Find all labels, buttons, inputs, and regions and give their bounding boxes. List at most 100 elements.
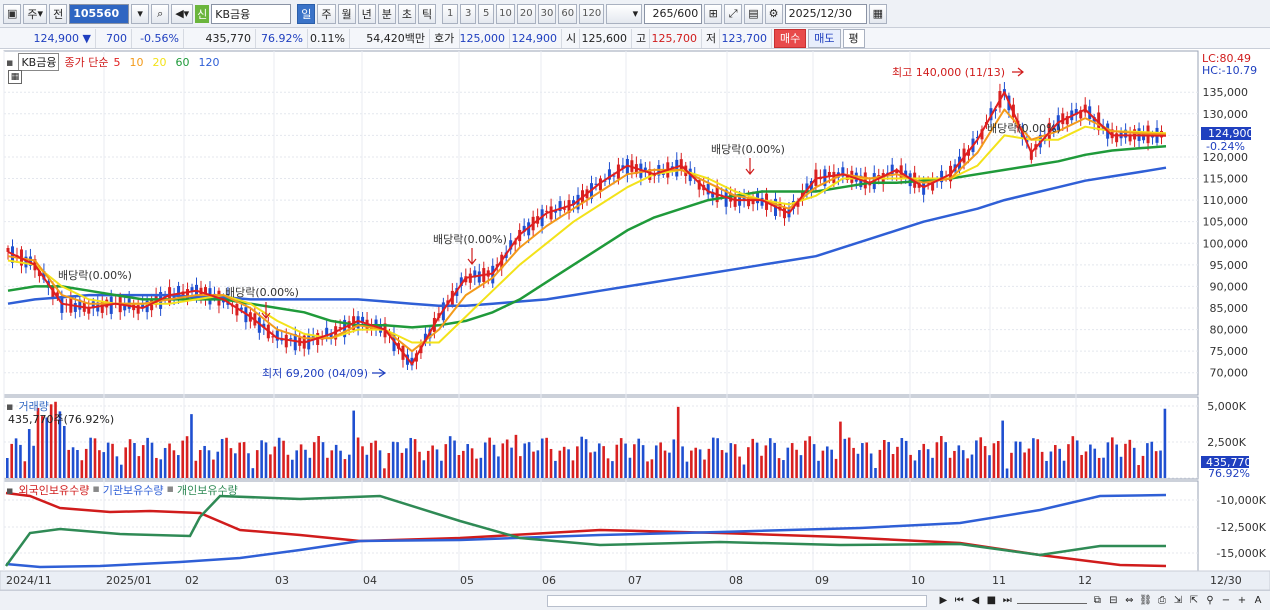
candle-body xyxy=(329,332,333,338)
volume-bar xyxy=(558,450,562,478)
volume-bar xyxy=(431,445,434,478)
volume-bar xyxy=(896,446,899,478)
link-icon[interactable]: ⛓ xyxy=(1139,595,1152,606)
first-icon[interactable]: ⏮ xyxy=(954,595,964,606)
zoom-out-icon[interactable]: − xyxy=(1221,595,1231,606)
period-tab-6[interactable]: 틱 xyxy=(418,3,437,24)
legend-ma-20[interactable]: 20 xyxy=(152,55,167,69)
volume-bar xyxy=(207,450,211,478)
grid-tool-icon[interactable]: ⊞ xyxy=(704,3,723,24)
back-icon[interactable]: ◀ xyxy=(971,595,980,606)
volume-bar xyxy=(887,442,890,478)
volume-bar xyxy=(238,442,241,478)
period-tab-3[interactable]: 년 xyxy=(357,3,376,24)
forward-icon[interactable]: ⏭ xyxy=(1002,595,1012,606)
ma-line-10 xyxy=(7,108,1167,353)
period-tab-5[interactable]: 초 xyxy=(397,3,417,24)
volume-bar xyxy=(369,442,373,478)
legend-ma-10[interactable]: 10 xyxy=(129,55,144,69)
speaker-icon[interactable]: ◀▾ xyxy=(171,3,194,24)
hoga-label: 호가 xyxy=(434,32,455,45)
volume-bar xyxy=(124,447,127,478)
interval-tab-5[interactable]: 5 xyxy=(478,3,495,24)
volume-bar xyxy=(295,450,299,478)
legend-holding-2[interactable]: 개인보유수량 xyxy=(176,484,238,497)
chart-type-icon[interactable]: ▣ xyxy=(3,3,22,24)
legend-holding-1[interactable]: 기관보유수량 xyxy=(102,484,164,497)
period-tab-0[interactable]: 일 xyxy=(297,3,316,24)
holdings-tick-label: -15,000K xyxy=(1216,547,1266,560)
candle-body xyxy=(598,178,602,191)
search-icon[interactable]: ⌕ xyxy=(151,3,170,24)
shrink-icon[interactable]: ⇲ xyxy=(1173,595,1183,606)
period-tab-4[interactable]: 분 xyxy=(377,3,396,24)
volume-bar xyxy=(1023,452,1026,478)
bar-count-field[interactable]: 265/600 xyxy=(644,3,703,24)
interval-tab-3[interactable]: 3 xyxy=(460,3,477,24)
period-tab-2[interactable]: 월 xyxy=(337,3,356,24)
interval-tab-20[interactable]: 20 xyxy=(516,3,536,24)
volume-bar xyxy=(1115,444,1118,478)
dividend-annotation: 배당락(0.00%) xyxy=(711,143,785,156)
chart-area[interactable]: 135,000130,000125,000120,000115,000110,0… xyxy=(0,50,1270,590)
stock-name-field[interactable]: KB금융 xyxy=(211,3,292,24)
buy-button[interactable]: 매수 xyxy=(774,28,807,48)
date-field[interactable]: 2025/12/30 xyxy=(784,3,867,24)
volume-bar xyxy=(247,453,250,478)
legend-ma-60[interactable]: 60 xyxy=(175,55,190,69)
compare-icon[interactable]: ⇔ xyxy=(1125,595,1134,606)
scroll-right-icon[interactable]: ▶ xyxy=(939,595,948,606)
print-icon[interactable]: ⎙ xyxy=(1158,595,1166,606)
price-tick-label: 90,000 xyxy=(1210,280,1249,293)
legend-stock-name[interactable]: KB금융 xyxy=(18,53,60,71)
expand-icon[interactable]: ⇱ xyxy=(1189,595,1199,606)
legend-holding-0[interactable]: 외국인보유수량 xyxy=(18,484,90,497)
stop-icon[interactable]: ■ xyxy=(986,595,997,606)
legend-ma-120[interactable]: 120 xyxy=(198,55,220,69)
chart-scrollbar[interactable] xyxy=(547,594,928,607)
candle-body xyxy=(307,335,311,350)
candle-body xyxy=(603,180,607,182)
eval-button[interactable]: 평 xyxy=(842,28,865,48)
sell-button[interactable]: 매도 xyxy=(808,28,841,48)
period-tab-1[interactable]: 주 xyxy=(317,3,336,24)
candle-body xyxy=(78,299,82,310)
stock-code-input[interactable]: 105560 xyxy=(69,3,130,24)
volume-bar xyxy=(409,437,413,478)
save-icon[interactable]: ▤ xyxy=(744,3,763,24)
zoom-in-icon[interactable]: + xyxy=(1237,595,1247,606)
copy-icon[interactable]: ⧉ xyxy=(1093,595,1101,606)
time-label: 04 xyxy=(363,574,377,587)
interval-tab-120[interactable]: 120 xyxy=(579,3,605,24)
holdings-line-1 xyxy=(5,493,1167,569)
volume-bar xyxy=(6,458,9,478)
zoom-slider[interactable] xyxy=(1017,598,1088,604)
period-select[interactable]: 주 ▾ xyxy=(23,3,48,24)
volume-bar xyxy=(804,440,807,478)
volume-bar xyxy=(453,440,456,478)
volume-bar xyxy=(440,460,443,478)
gear-icon[interactable]: ⚙ xyxy=(764,3,783,24)
volume-bar xyxy=(808,436,812,478)
volume-bar xyxy=(391,441,395,478)
layout-icon[interactable]: ⊟ xyxy=(1109,595,1118,606)
prev-button[interactable]: 전 xyxy=(49,3,68,24)
price-chart[interactable]: 135,000130,000125,000120,000115,000110,0… xyxy=(0,50,1270,590)
volume-bar xyxy=(277,437,281,478)
interval-tab-60[interactable]: 60 xyxy=(558,3,578,24)
font-size-icon[interactable]: A xyxy=(1254,595,1262,606)
interval-tab-1[interactable]: 1 xyxy=(442,3,459,24)
zoom-icon[interactable]: ⚲ xyxy=(1206,595,1214,606)
grid-toggle-icon[interactable]: ▦ xyxy=(8,70,22,84)
volume-bar xyxy=(45,417,49,478)
volume-bar xyxy=(773,442,776,478)
interval-tab-30[interactable]: 30 xyxy=(537,3,557,24)
calendar-icon[interactable]: ▦ xyxy=(868,3,888,24)
interval-dropdown-icon[interactable]: ▾ xyxy=(606,3,643,24)
dividend-annotation: 배당락(0.00%) xyxy=(987,122,1061,135)
legend-ma-5[interactable]: 5 xyxy=(113,55,121,69)
volume-value: 435,770 xyxy=(205,31,252,45)
code-dropdown-icon[interactable]: ▾ xyxy=(131,3,150,24)
draw-tool-icon[interactable]: ⤢ xyxy=(724,3,743,24)
interval-tab-10[interactable]: 10 xyxy=(496,3,515,24)
